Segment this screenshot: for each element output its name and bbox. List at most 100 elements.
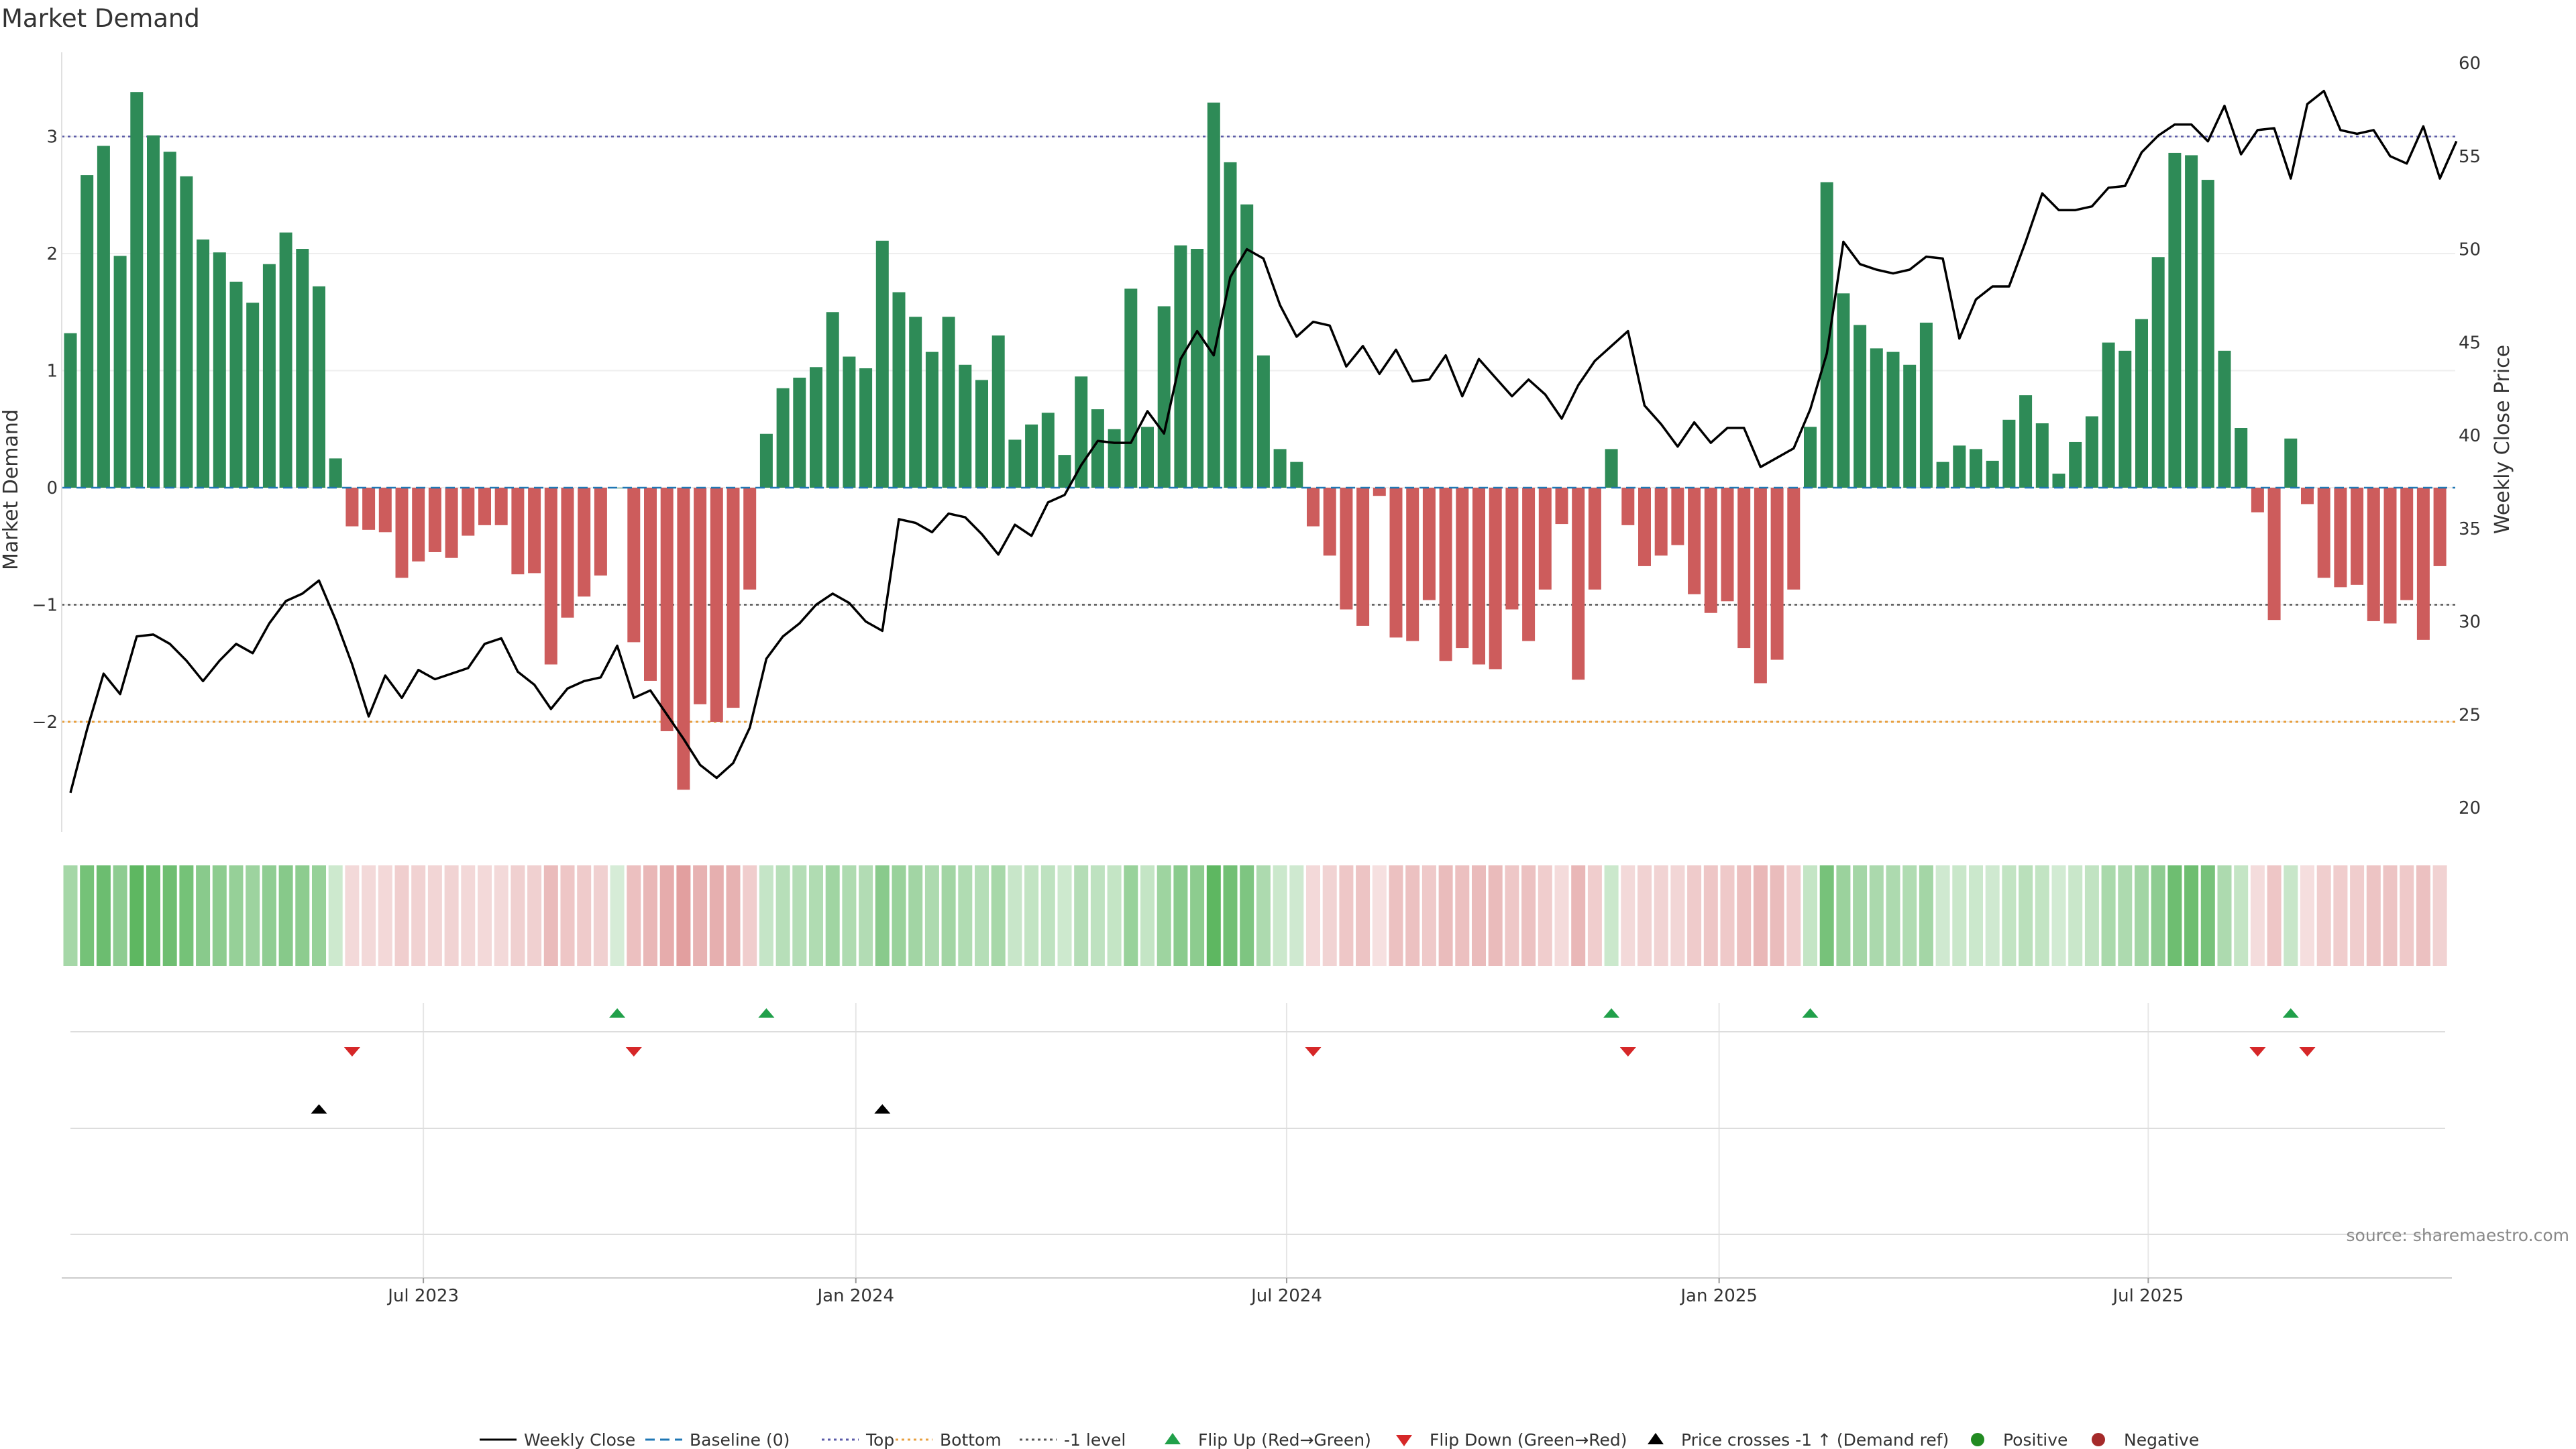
demand-bar: [462, 488, 475, 536]
flip-down-marker: [2249, 1047, 2266, 1057]
heat-cell: [1289, 865, 1304, 966]
flip-up-marker: [609, 1008, 626, 1018]
flip-down-marker: [343, 1047, 360, 1057]
demand-bar: [2400, 488, 2414, 600]
demand-bar: [660, 488, 674, 731]
right-tick-label: 60: [2459, 54, 2481, 74]
heat-cell: [1654, 865, 1668, 966]
demand-bar: [2118, 350, 2132, 488]
demand-bar: [197, 239, 210, 488]
legend-label: Weekly Close: [524, 1430, 635, 1449]
demand-bar: [494, 488, 508, 525]
heat-cell: [1273, 865, 1287, 966]
legend-key-positive: [1971, 1433, 1984, 1446]
heat-cell: [1256, 865, 1271, 966]
heat-cell: [1737, 865, 1752, 966]
heat-cell: [1372, 865, 1387, 966]
demand-bar: [1124, 288, 1138, 488]
demand-bar: [1207, 102, 1220, 488]
legend-key-flip-up: [1165, 1433, 1181, 1444]
flip-up-marker: [2282, 1008, 2299, 1018]
demand-bar: [694, 488, 707, 704]
heat-cell: [1438, 865, 1453, 966]
heat-cell: [2101, 865, 2116, 966]
heat-cell: [1571, 865, 1586, 966]
demand-bar: [810, 367, 822, 488]
heat-cell: [1339, 865, 1354, 966]
heat-cell: [1389, 865, 1403, 966]
heat-cell: [924, 865, 939, 966]
heat-cell: [1090, 865, 1105, 966]
heat-cell: [2366, 865, 2381, 966]
demand-bar: [412, 488, 425, 561]
demand-bar: [1638, 488, 1651, 566]
demand-bar: [942, 317, 955, 488]
heat-cell: [2432, 865, 2447, 966]
demand-bar: [329, 458, 342, 488]
demand-bar: [163, 152, 176, 488]
demand-bar: [2069, 441, 2082, 488]
demand-bar: [445, 488, 458, 558]
heat-cell: [1836, 865, 1851, 966]
right-tick-label: 30: [2459, 612, 2481, 633]
heat-cell: [511, 865, 525, 966]
demand-bar: [1356, 488, 1370, 626]
heat-cell: [478, 865, 492, 966]
demand-bar: [1157, 306, 1171, 488]
demand-bar: [1837, 293, 1850, 488]
heat-cell: [229, 865, 244, 966]
demand-bar: [1456, 488, 1469, 649]
demand-bar: [1605, 449, 1618, 488]
demand-bar: [428, 488, 441, 552]
heat-cell: [792, 865, 807, 966]
heat-cell: [162, 865, 177, 966]
heat-cell: [1786, 865, 1801, 966]
left-tick-label: 2: [46, 244, 58, 264]
demand-bar: [1936, 462, 1949, 488]
heat-cell: [2300, 865, 2314, 966]
demand-bar: [2383, 488, 2397, 624]
legend-label: Price crosses -1 ↑ (Demand ref): [1681, 1430, 1949, 1449]
demand-bar: [1141, 427, 1154, 488]
demand-bar: [644, 488, 657, 681]
heat-cell: [1040, 865, 1055, 966]
heat-cell: [80, 865, 95, 966]
demand-bar: [1737, 488, 1751, 649]
heat-cell: [2350, 865, 2365, 966]
legend-label: Negative: [2124, 1430, 2199, 1449]
left-tick-label: 0: [46, 478, 58, 498]
legend-key-flip-down: [1396, 1435, 1412, 1446]
demand-bar: [2151, 257, 2165, 488]
heat-cell: [2200, 865, 2215, 966]
flip-down-marker: [1619, 1047, 1636, 1057]
left-tick-label: 1: [46, 362, 58, 382]
demand-bar: [892, 292, 906, 488]
legend-label: Flip Down (Green→Red): [1430, 1430, 1627, 1449]
flip-up-marker: [1603, 1008, 1620, 1018]
demand-bar: [279, 232, 292, 488]
demand-bar: [1770, 488, 1784, 660]
heat-cell: [278, 865, 293, 966]
demand-bar: [1820, 182, 1833, 488]
legend-label: Baseline (0): [690, 1430, 790, 1449]
heat-cell: [2184, 865, 2199, 966]
left-tick-label: 3: [46, 127, 58, 148]
heat-cell: [1687, 865, 1702, 966]
demand-bar: [578, 488, 591, 597]
demand-bar: [2433, 488, 2447, 566]
demand-bar: [1058, 455, 1071, 488]
demand-bar: [213, 252, 226, 488]
demand-bar: [1572, 488, 1585, 680]
legend-key-negative: [2092, 1433, 2105, 1446]
heat-cell: [1322, 865, 1337, 966]
heat-cell: [560, 865, 575, 966]
demand-bar: [1108, 429, 1121, 488]
heat-cell: [2151, 865, 2165, 966]
heat-cell: [825, 865, 840, 966]
demand-bar: [1953, 445, 1966, 488]
heat-cell: [2084, 865, 2099, 966]
heat-cell: [1538, 865, 1552, 966]
demand-bar: [528, 488, 541, 574]
heat-cell: [577, 865, 592, 966]
heat-cell: [2234, 865, 2249, 966]
